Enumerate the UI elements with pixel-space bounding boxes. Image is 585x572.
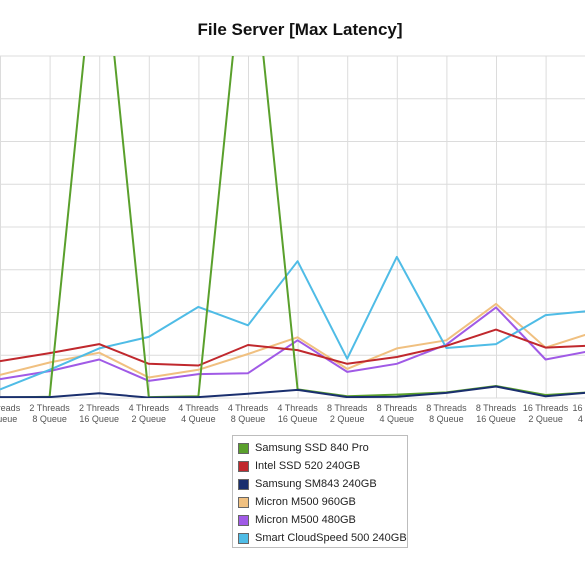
x-tick-label: 8 Threads 2 Queue	[327, 403, 368, 424]
legend-swatch	[238, 442, 249, 454]
x-tick-label: 2 Threads 8 Queue	[29, 403, 70, 424]
legend-item: Samsung SM843 240GB	[238, 475, 407, 493]
series-line-smart-cloudspeed-500-240gb	[0, 255, 585, 391]
legend-swatch	[238, 496, 249, 508]
x-tick-label: 8 Threads 16 Queue	[476, 403, 517, 424]
series-layer	[0, 56, 585, 398]
legend-swatch	[238, 514, 249, 526]
legend-label: Smart CloudSpeed 500 240GB	[255, 532, 407, 544]
chart-title: File Server [Max Latency]	[197, 20, 402, 39]
x-tick-label: 8 Threads 8 Queue	[426, 403, 467, 424]
x-tick-label: 4 Threads 4 Queue	[178, 403, 219, 424]
x-tick-label: 16 Threads 2 Queue	[523, 403, 569, 424]
x-tick-label: 4 Threads 16 Queue	[277, 403, 318, 424]
legend-swatch	[238, 532, 249, 544]
legend-swatch	[238, 460, 249, 472]
legend-label: Micron M500 960GB	[255, 496, 356, 508]
series-line-micron-m500-960gb	[0, 302, 585, 379]
legend-label: Samsung SM843 240GB	[255, 478, 377, 490]
legend-label: Intel SSD 520 240GB	[255, 460, 361, 472]
legend-swatch	[238, 478, 249, 490]
legend-label: Samsung SSD 840 Pro	[255, 442, 369, 454]
series-line-samsung-ssd-840-pro	[0, 56, 585, 398]
series-line-samsung-sm843-240gb	[0, 385, 585, 398]
legend-item: Intel SSD 520 240GB	[238, 457, 407, 475]
x-tick-label: 2 Threads 16 Queue	[79, 403, 120, 424]
legend: Samsung SSD 840 Pro Intel SSD 520 240GB Sa…	[232, 435, 408, 548]
legend-item: Smart CloudSpeed 500 240GB	[238, 529, 407, 547]
legend-item: Samsung SSD 840 Pro	[238, 439, 407, 457]
series-line-micron-m500-480gb	[0, 306, 585, 382]
legend-item: Micron M500 480GB	[238, 511, 407, 529]
legend-label: Micron M500 480GB	[255, 514, 356, 526]
series-line-intel-ssd-520-240gb	[0, 328, 585, 367]
x-tick-label: 4 Threads 8 Queue	[228, 403, 269, 424]
legend-item: Micron M500 960GB	[238, 493, 407, 511]
x-tick-label: 4 Threads 2 Queue	[129, 403, 170, 424]
x-tick-label: 8 Threads 4 Queue	[377, 403, 418, 424]
